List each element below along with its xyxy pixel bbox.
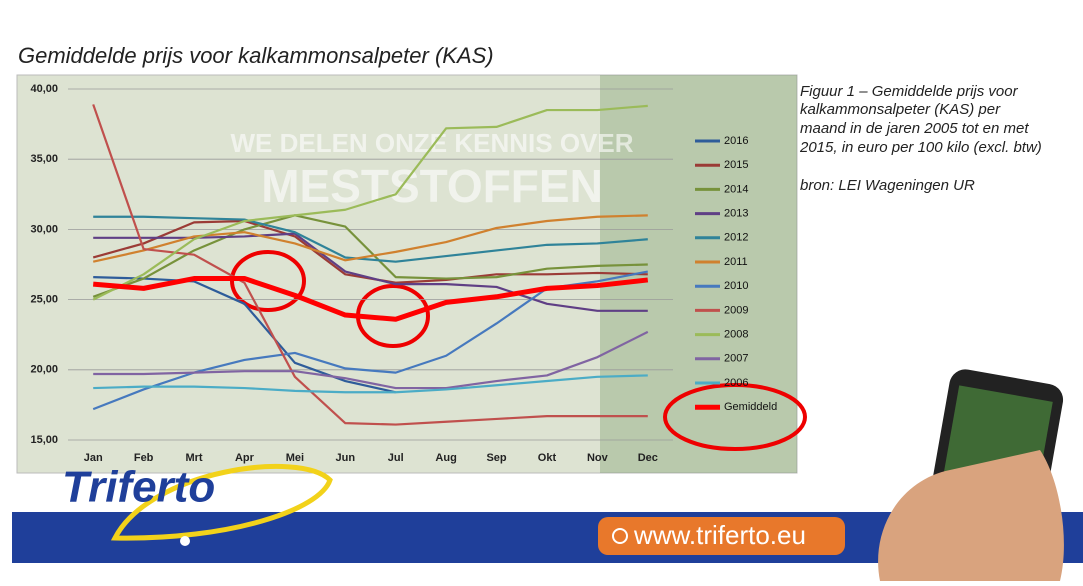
y-tick-label: 15,00: [30, 434, 58, 446]
x-tick-label: Jul: [388, 452, 404, 464]
series-line: [93, 215, 648, 263]
source: bron: LEI Wageningen UR: [800, 177, 975, 194]
x-tick-label: Sep: [486, 452, 506, 464]
url[interactable]: www.triferto.eu: [633, 520, 806, 550]
caption-line: maand in de jaren 2005 tot en met: [800, 120, 1029, 137]
x-tick-label: Dec: [638, 452, 658, 464]
hand: [878, 450, 1064, 581]
logo: Triferto: [62, 463, 215, 512]
legend-label: 2013: [724, 208, 748, 220]
logo-swoosh: [110, 463, 333, 541]
caption-line: kalkammonsalpeter (KAS) per: [800, 101, 1001, 118]
url-button[interactable]: [598, 517, 845, 555]
series-line: [92, 214, 648, 298]
legend-label: 2010: [724, 280, 748, 292]
legend-label: 2011: [724, 256, 748, 268]
legend-label: 2008: [724, 329, 748, 341]
x-tick-label: Nov: [587, 452, 609, 464]
series-line: [92, 104, 648, 301]
series-line: [93, 374, 648, 394]
legend-label: 2012: [724, 232, 748, 244]
legend-label: 2014: [724, 183, 748, 195]
page-title: Gemiddelde prijs voor kalkammonsalpeter …: [18, 43, 494, 68]
x-tick-label: Mei: [286, 452, 304, 464]
y-tick-label: 20,00: [30, 364, 58, 376]
legend-label: 2007: [724, 353, 748, 365]
x-tick-label: Apr: [235, 452, 255, 464]
y-tick-label: 30,00: [30, 223, 58, 235]
x-tick-label: Okt: [538, 452, 557, 464]
y-tick-label: 25,00: [30, 294, 58, 306]
url-icon: [612, 528, 628, 544]
highlight-circle: [663, 383, 807, 451]
watermark: WE DELEN ONZE KENNIS OVER: [230, 128, 633, 158]
x-tick-label: Aug: [435, 452, 456, 464]
legend-label: 2016: [724, 135, 748, 147]
legend-label: Gemiddeld: [724, 401, 777, 413]
series-line: [93, 276, 649, 322]
x-tick-label: Jun: [336, 452, 356, 464]
watermark: MESTSTOFFEN: [261, 160, 603, 212]
legend-label: 2015: [724, 159, 748, 171]
series-line: [92, 104, 648, 426]
legend-label: 2006: [724, 377, 748, 389]
x-tick-label: Mrt: [185, 452, 202, 464]
series-line: [93, 330, 649, 390]
x-tick-label: Feb: [134, 452, 154, 464]
x-tick-label: Jan: [84, 452, 103, 464]
caption-line: 2015, in euro per 100 kilo (excl. btw): [799, 139, 1042, 156]
series-line: [92, 214, 648, 263]
y-tick-label: 40,00: [30, 83, 58, 95]
caption-line: Figuur 1 – Gemiddelde prijs voor: [800, 83, 1019, 100]
y-tick-label: 35,00: [30, 153, 58, 165]
logo-dot: [180, 536, 190, 546]
legend-label: 2009: [724, 304, 748, 316]
